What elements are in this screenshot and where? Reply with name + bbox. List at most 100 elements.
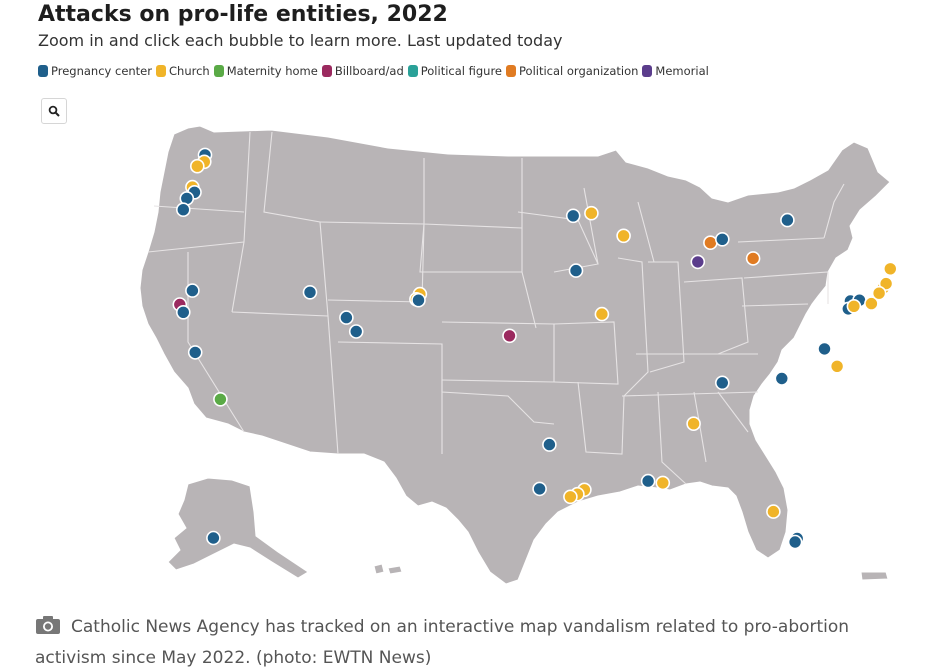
incident-bubble-church[interactable] bbox=[686, 416, 701, 432]
legend-item-church[interactable]: Church bbox=[156, 64, 210, 78]
incident-bubble-pregnancy[interactable] bbox=[817, 341, 832, 357]
state-border bbox=[577, 381, 625, 455]
incident-bubble-maternity[interactable] bbox=[213, 391, 228, 407]
state-border bbox=[319, 221, 425, 303]
incident-bubble-pregnancy[interactable] bbox=[302, 285, 318, 300]
incident-bubble-billboard[interactable] bbox=[502, 328, 517, 344]
incident-bubble-church[interactable] bbox=[766, 504, 781, 519]
state-borders bbox=[147, 131, 845, 485]
incident-bubble-pregnancy[interactable] bbox=[348, 324, 364, 339]
state-border bbox=[683, 277, 749, 355]
incident-bubble-pregnancy[interactable] bbox=[714, 232, 730, 247]
incident-bubble-church[interactable] bbox=[190, 158, 205, 174]
state-border bbox=[823, 183, 845, 239]
us-map[interactable] bbox=[38, 92, 908, 600]
camera-icon bbox=[35, 615, 61, 644]
legend-swatch bbox=[642, 65, 653, 77]
puerto-rico-land bbox=[860, 571, 889, 581]
legend-item-pregnancy-center[interactable]: Pregnancy center bbox=[38, 64, 152, 78]
legend-label: Pregnancy center bbox=[51, 64, 152, 78]
incident-bubble-pregnancy[interactable] bbox=[640, 473, 656, 489]
legend-swatch bbox=[38, 65, 48, 77]
state-border bbox=[617, 257, 649, 397]
legend-label: Memorial bbox=[655, 64, 709, 78]
incident-bubble-pregnancy[interactable] bbox=[206, 530, 221, 546]
state-border bbox=[717, 391, 749, 433]
hawaii-land bbox=[373, 563, 403, 575]
legend-swatch bbox=[156, 65, 166, 77]
legend: Pregnancy center Church Maternity home B… bbox=[38, 64, 713, 78]
legend-swatch bbox=[213, 65, 224, 77]
legend-item-maternity-home[interactable]: Maternity home bbox=[213, 64, 318, 78]
legend-item-political-figure[interactable]: Political figure bbox=[407, 64, 503, 78]
incident-bubble-pregnancy[interactable] bbox=[185, 283, 200, 298]
legend-item-memorial[interactable]: Memorial bbox=[642, 64, 709, 78]
incident-bubble-church[interactable] bbox=[563, 489, 578, 505]
incident-bubble-church[interactable] bbox=[882, 261, 898, 277]
state-border bbox=[441, 380, 555, 425]
legend-swatch bbox=[407, 65, 418, 77]
legend-item-billboard-ad[interactable]: Billboard/ad bbox=[321, 64, 404, 78]
state-border bbox=[621, 391, 759, 397]
incident-bubble-church[interactable] bbox=[655, 475, 671, 491]
legend-swatch bbox=[321, 65, 332, 77]
state-border bbox=[583, 187, 599, 265]
incident-bubble-pregnancy[interactable] bbox=[176, 305, 191, 320]
legend-item-political-organization[interactable]: Political organization bbox=[506, 64, 638, 78]
state-border bbox=[637, 201, 655, 263]
legend-label: Billboard/ad bbox=[334, 64, 404, 78]
incident-bubble-pregnancy[interactable] bbox=[532, 481, 547, 497]
alaska-land bbox=[167, 477, 309, 579]
legend-swatch bbox=[506, 65, 517, 77]
incident-bubble-pregnancy[interactable] bbox=[187, 345, 203, 360]
incident-bubble-pregnancy[interactable] bbox=[568, 263, 584, 278]
legend-label: Political organization bbox=[519, 64, 639, 78]
incident-bubble-church[interactable] bbox=[846, 299, 862, 314]
zoom-button[interactable] bbox=[41, 98, 67, 124]
state-border bbox=[743, 271, 829, 304]
state-border bbox=[648, 261, 685, 373]
incident-bubble-pregnancy[interactable] bbox=[542, 437, 557, 452]
incident-bubble-church[interactable] bbox=[871, 285, 887, 301]
state-border bbox=[521, 158, 537, 329]
incident-bubble-pregnancy[interactable] bbox=[774, 371, 790, 386]
incident-bubble-pregnancy[interactable] bbox=[411, 292, 426, 308]
state-border bbox=[337, 341, 443, 454]
state-border bbox=[231, 311, 329, 317]
photo-caption: Catholic News Agency has tracked on an i… bbox=[35, 613, 915, 672]
incident-bubble-pregnancy[interactable] bbox=[176, 202, 191, 217]
incident-bubble-pregnancy[interactable] bbox=[780, 212, 795, 228]
incident-bubble-pregnancy[interactable] bbox=[565, 208, 581, 224]
state-border bbox=[153, 205, 245, 213]
incident-bubble-church[interactable] bbox=[878, 276, 894, 291]
map-title: Attacks on pro-life entities, 2022 bbox=[38, 2, 448, 27]
incident-bubble-pregnancy[interactable] bbox=[787, 534, 803, 550]
state-border bbox=[657, 391, 687, 485]
incident-bubble-pregnancy[interactable] bbox=[339, 310, 354, 325]
marker-layer[interactable] bbox=[172, 147, 908, 550]
state-border bbox=[737, 237, 825, 243]
state-border bbox=[553, 321, 619, 385]
incident-bubble-political-org[interactable] bbox=[745, 251, 761, 266]
incident-bubble-pregnancy[interactable] bbox=[714, 375, 730, 391]
incident-bubble-church[interactable] bbox=[864, 296, 879, 311]
legend-label: Church bbox=[169, 64, 210, 78]
incident-bubble-church[interactable] bbox=[594, 306, 610, 322]
state-border bbox=[741, 303, 809, 307]
incident-bubble-church[interactable] bbox=[616, 228, 631, 244]
state-border bbox=[441, 321, 555, 383]
legend-label: Maternity home bbox=[226, 64, 318, 78]
caption-text: Catholic News Agency has tracked on an i… bbox=[35, 617, 850, 668]
incident-bubble-memorial[interactable] bbox=[690, 254, 706, 270]
land-layer bbox=[139, 125, 891, 585]
legend-label: Political figure bbox=[420, 64, 503, 78]
state-border bbox=[419, 223, 522, 273]
incident-bubble-church[interactable] bbox=[584, 205, 599, 221]
us-contiguous-land bbox=[139, 125, 891, 585]
search-icon bbox=[48, 105, 60, 117]
incident-bubble-church[interactable] bbox=[829, 358, 845, 374]
incident-bubble-political-org[interactable] bbox=[703, 235, 718, 250]
map-subtitle: Zoom in and click each bubble to learn m… bbox=[38, 31, 563, 50]
map-canvas[interactable] bbox=[38, 92, 908, 600]
state-border bbox=[147, 241, 245, 253]
